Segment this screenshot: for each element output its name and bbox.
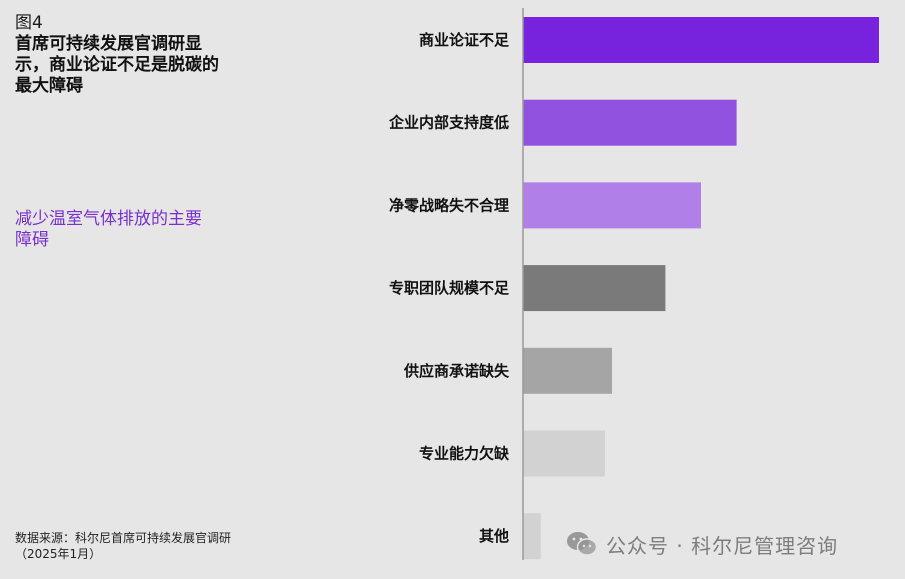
bar-7	[523, 513, 541, 560]
bar-5	[523, 347, 612, 394]
category-label-2: 企业内部支持度低	[388, 114, 509, 132]
watermark-text: 公众号 · 科尔尼管理咨询	[606, 533, 839, 558]
bar-4	[523, 265, 666, 312]
category-label-1: 商业论证不足	[419, 31, 510, 49]
category-label-6: 专业能力欠缺	[419, 445, 510, 463]
bar-6	[523, 430, 605, 477]
category-label-7: 其他	[479, 527, 509, 545]
bar-2	[523, 99, 737, 146]
chart-subtitle: 减少温室气体排放的主要障碍	[15, 209, 202, 250]
bar-1	[523, 17, 879, 63]
figure-number: 图4	[15, 13, 43, 33]
source-note: 数据来源：科尔尼首席可持续发展官调研（2025年1月）	[15, 531, 232, 561]
category-label-3: 净零战略失不合理	[389, 196, 509, 214]
bar-3	[523, 182, 701, 229]
chart-headline: 首席可持续发展官调研显示，商业论证不足是脱碳的最大障碍	[15, 34, 219, 96]
category-label-5: 供应商承诺缺失	[403, 362, 510, 380]
watermark: 公众号 · 科尔尼管理咨询	[566, 528, 838, 560]
category-label-4: 专职团队规模不足	[389, 279, 510, 297]
wechat-icon	[567, 532, 598, 556]
